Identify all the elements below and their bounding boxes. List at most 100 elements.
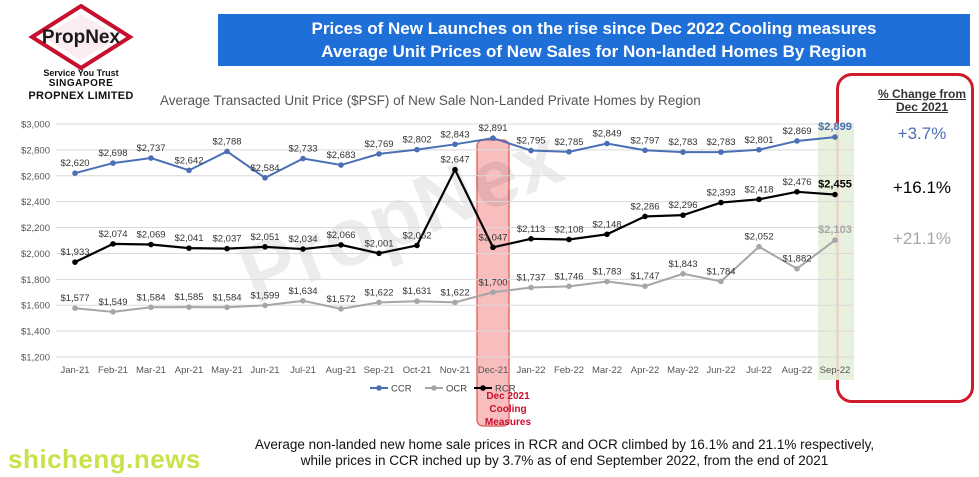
rcr-data-label: $2,066 bbox=[326, 230, 355, 241]
ccr-data-label: $2,899 bbox=[818, 121, 852, 133]
ccr-data-label: $2,891 bbox=[478, 123, 507, 134]
x-tick-label: Aug-21 bbox=[326, 365, 357, 376]
ccr-data-label: $2,769 bbox=[364, 139, 393, 150]
x-tick-label: Dec-21 bbox=[478, 365, 509, 376]
rcr-data-point bbox=[452, 166, 458, 173]
propnex-logo: PropNex Service You Trust SINGAPORE PROP… bbox=[6, 4, 156, 104]
x-tick-label: Sep-21 bbox=[364, 365, 395, 376]
x-tick-label: Mar-21 bbox=[136, 365, 166, 376]
x-tick-label: Sep-22 bbox=[820, 365, 851, 376]
ccr-data-label: $2,733 bbox=[288, 144, 317, 155]
x-tick-label: Nov-21 bbox=[440, 365, 471, 376]
ocr-data-label: $2,052 bbox=[744, 232, 773, 243]
rcr-data-label: $2,041 bbox=[174, 233, 203, 244]
ccr-data-point bbox=[224, 148, 230, 155]
rcr-data-label: $2,108 bbox=[554, 224, 583, 235]
ocr-data-point bbox=[528, 284, 534, 291]
ocr-data-label: $1,882 bbox=[782, 254, 811, 265]
ccr-data-label: $2,737 bbox=[136, 143, 165, 154]
ocr-data-label: $1,577 bbox=[60, 293, 89, 304]
rcr-data-point bbox=[832, 191, 838, 198]
y-tick-label: $1,200 bbox=[21, 353, 50, 364]
ccr-legend-label: CCR bbox=[391, 384, 412, 395]
chart-title: Average Transacted Unit Price ($PSF) of … bbox=[160, 93, 701, 108]
rcr-data-point bbox=[528, 236, 534, 242]
rcr-data-label: $2,034 bbox=[288, 234, 317, 245]
ocr-data-label: $1,622 bbox=[364, 287, 393, 298]
ccr-data-label: $2,797 bbox=[630, 135, 659, 146]
ccr-data-label: $2,683 bbox=[326, 150, 355, 161]
rcr-data-label: $2,418 bbox=[744, 184, 773, 195]
x-tick-label: Feb-21 bbox=[98, 365, 128, 376]
x-tick-label: Feb-22 bbox=[554, 365, 584, 376]
percent-change-heading-line-1: % Change from bbox=[877, 87, 966, 101]
rcr-data-label: $2,037 bbox=[212, 234, 241, 245]
ccr-data-point bbox=[110, 160, 116, 166]
ccr-data-label: $2,802 bbox=[402, 135, 431, 146]
cooling-measures-band bbox=[477, 140, 509, 426]
ocr-data-point bbox=[376, 299, 382, 306]
ccr-data-point bbox=[414, 146, 420, 153]
ccr-data-label: $2,642 bbox=[174, 155, 203, 166]
logo-company: PROPNEX LIMITED bbox=[28, 90, 134, 102]
rcr-data-point bbox=[186, 245, 192, 251]
ccr-data-point bbox=[148, 155, 154, 161]
rcr-data-point bbox=[300, 246, 306, 252]
y-tick-label: $1,600 bbox=[21, 301, 50, 312]
ocr-data-label: $1,572 bbox=[326, 294, 355, 305]
rcr-data-point bbox=[680, 212, 686, 218]
y-tick-label: $2,600 bbox=[21, 171, 50, 182]
x-tick-label: Oct-21 bbox=[403, 365, 432, 376]
ccr-data-point bbox=[756, 146, 762, 153]
ocr-data-point bbox=[642, 283, 648, 289]
rcr-data-label: $2,047 bbox=[478, 232, 507, 243]
y-tick-label: $1,400 bbox=[21, 327, 50, 338]
ccr-data-label: $2,849 bbox=[592, 129, 621, 140]
ocr-data-point bbox=[680, 270, 686, 277]
ccr-data-point bbox=[186, 167, 192, 174]
x-tick-label: Jun-21 bbox=[250, 365, 279, 376]
ocr-data-label: $1,737 bbox=[516, 272, 545, 283]
ccr-data-point bbox=[832, 134, 838, 140]
ocr-data-label: $1,784 bbox=[706, 266, 735, 277]
ocr-data-point bbox=[566, 283, 572, 290]
rcr-data-label: $2,001 bbox=[364, 238, 393, 249]
ccr-data-point bbox=[490, 135, 496, 141]
rcr-data-point bbox=[414, 242, 420, 249]
rcr-data-label: $2,286 bbox=[630, 201, 659, 212]
rcr-data-label: $2,113 bbox=[517, 224, 545, 235]
ccr-data-point bbox=[718, 149, 724, 155]
rcr-legend-label: RCR bbox=[495, 384, 516, 395]
ccr-data-point bbox=[338, 162, 344, 168]
x-tick-label: Apr-21 bbox=[175, 365, 204, 376]
ocr-data-label: $1,622 bbox=[440, 287, 469, 298]
rcr-data-point bbox=[338, 242, 344, 248]
ccr-data-label: $2,843 bbox=[440, 129, 469, 140]
ocr-data-point bbox=[262, 302, 268, 309]
x-tick-label: Jul-21 bbox=[290, 365, 316, 376]
y-tick-label: $2,000 bbox=[21, 249, 50, 260]
ccr-data-label: $2,783 bbox=[706, 137, 735, 148]
ocr-data-point bbox=[72, 305, 78, 311]
ccr-legend-marker bbox=[376, 385, 382, 391]
rcr-data-point bbox=[756, 196, 762, 203]
footer-line-1: Average non-landed new home sale prices … bbox=[254, 437, 875, 452]
ocr-data-label: $1,585 bbox=[174, 292, 203, 303]
ocr-data-label: $1,599 bbox=[250, 290, 279, 301]
cooling-note-line-2: Cooling bbox=[489, 404, 526, 415]
ccr-data-point bbox=[452, 141, 458, 148]
percent-change-heading-line-2: Dec 2021 bbox=[895, 100, 949, 114]
ccr-data-label: $2,801 bbox=[744, 135, 773, 146]
rcr-legend-marker bbox=[480, 385, 486, 391]
ccr-data-label: $2,795 bbox=[516, 136, 545, 147]
ocr-data-point bbox=[148, 304, 154, 311]
rcr-data-label: $2,647 bbox=[440, 155, 469, 166]
ocr-change: +21.1% bbox=[892, 229, 952, 248]
logo-tagline: Service You Trust bbox=[43, 68, 119, 78]
banner-line-2: Average Unit Prices of New Sales for Non… bbox=[321, 42, 867, 61]
y-tick-label: $2,200 bbox=[21, 223, 50, 234]
ccr-data-point bbox=[794, 138, 800, 144]
rcr-data-point bbox=[376, 250, 382, 257]
rcr-data-point bbox=[262, 244, 268, 250]
